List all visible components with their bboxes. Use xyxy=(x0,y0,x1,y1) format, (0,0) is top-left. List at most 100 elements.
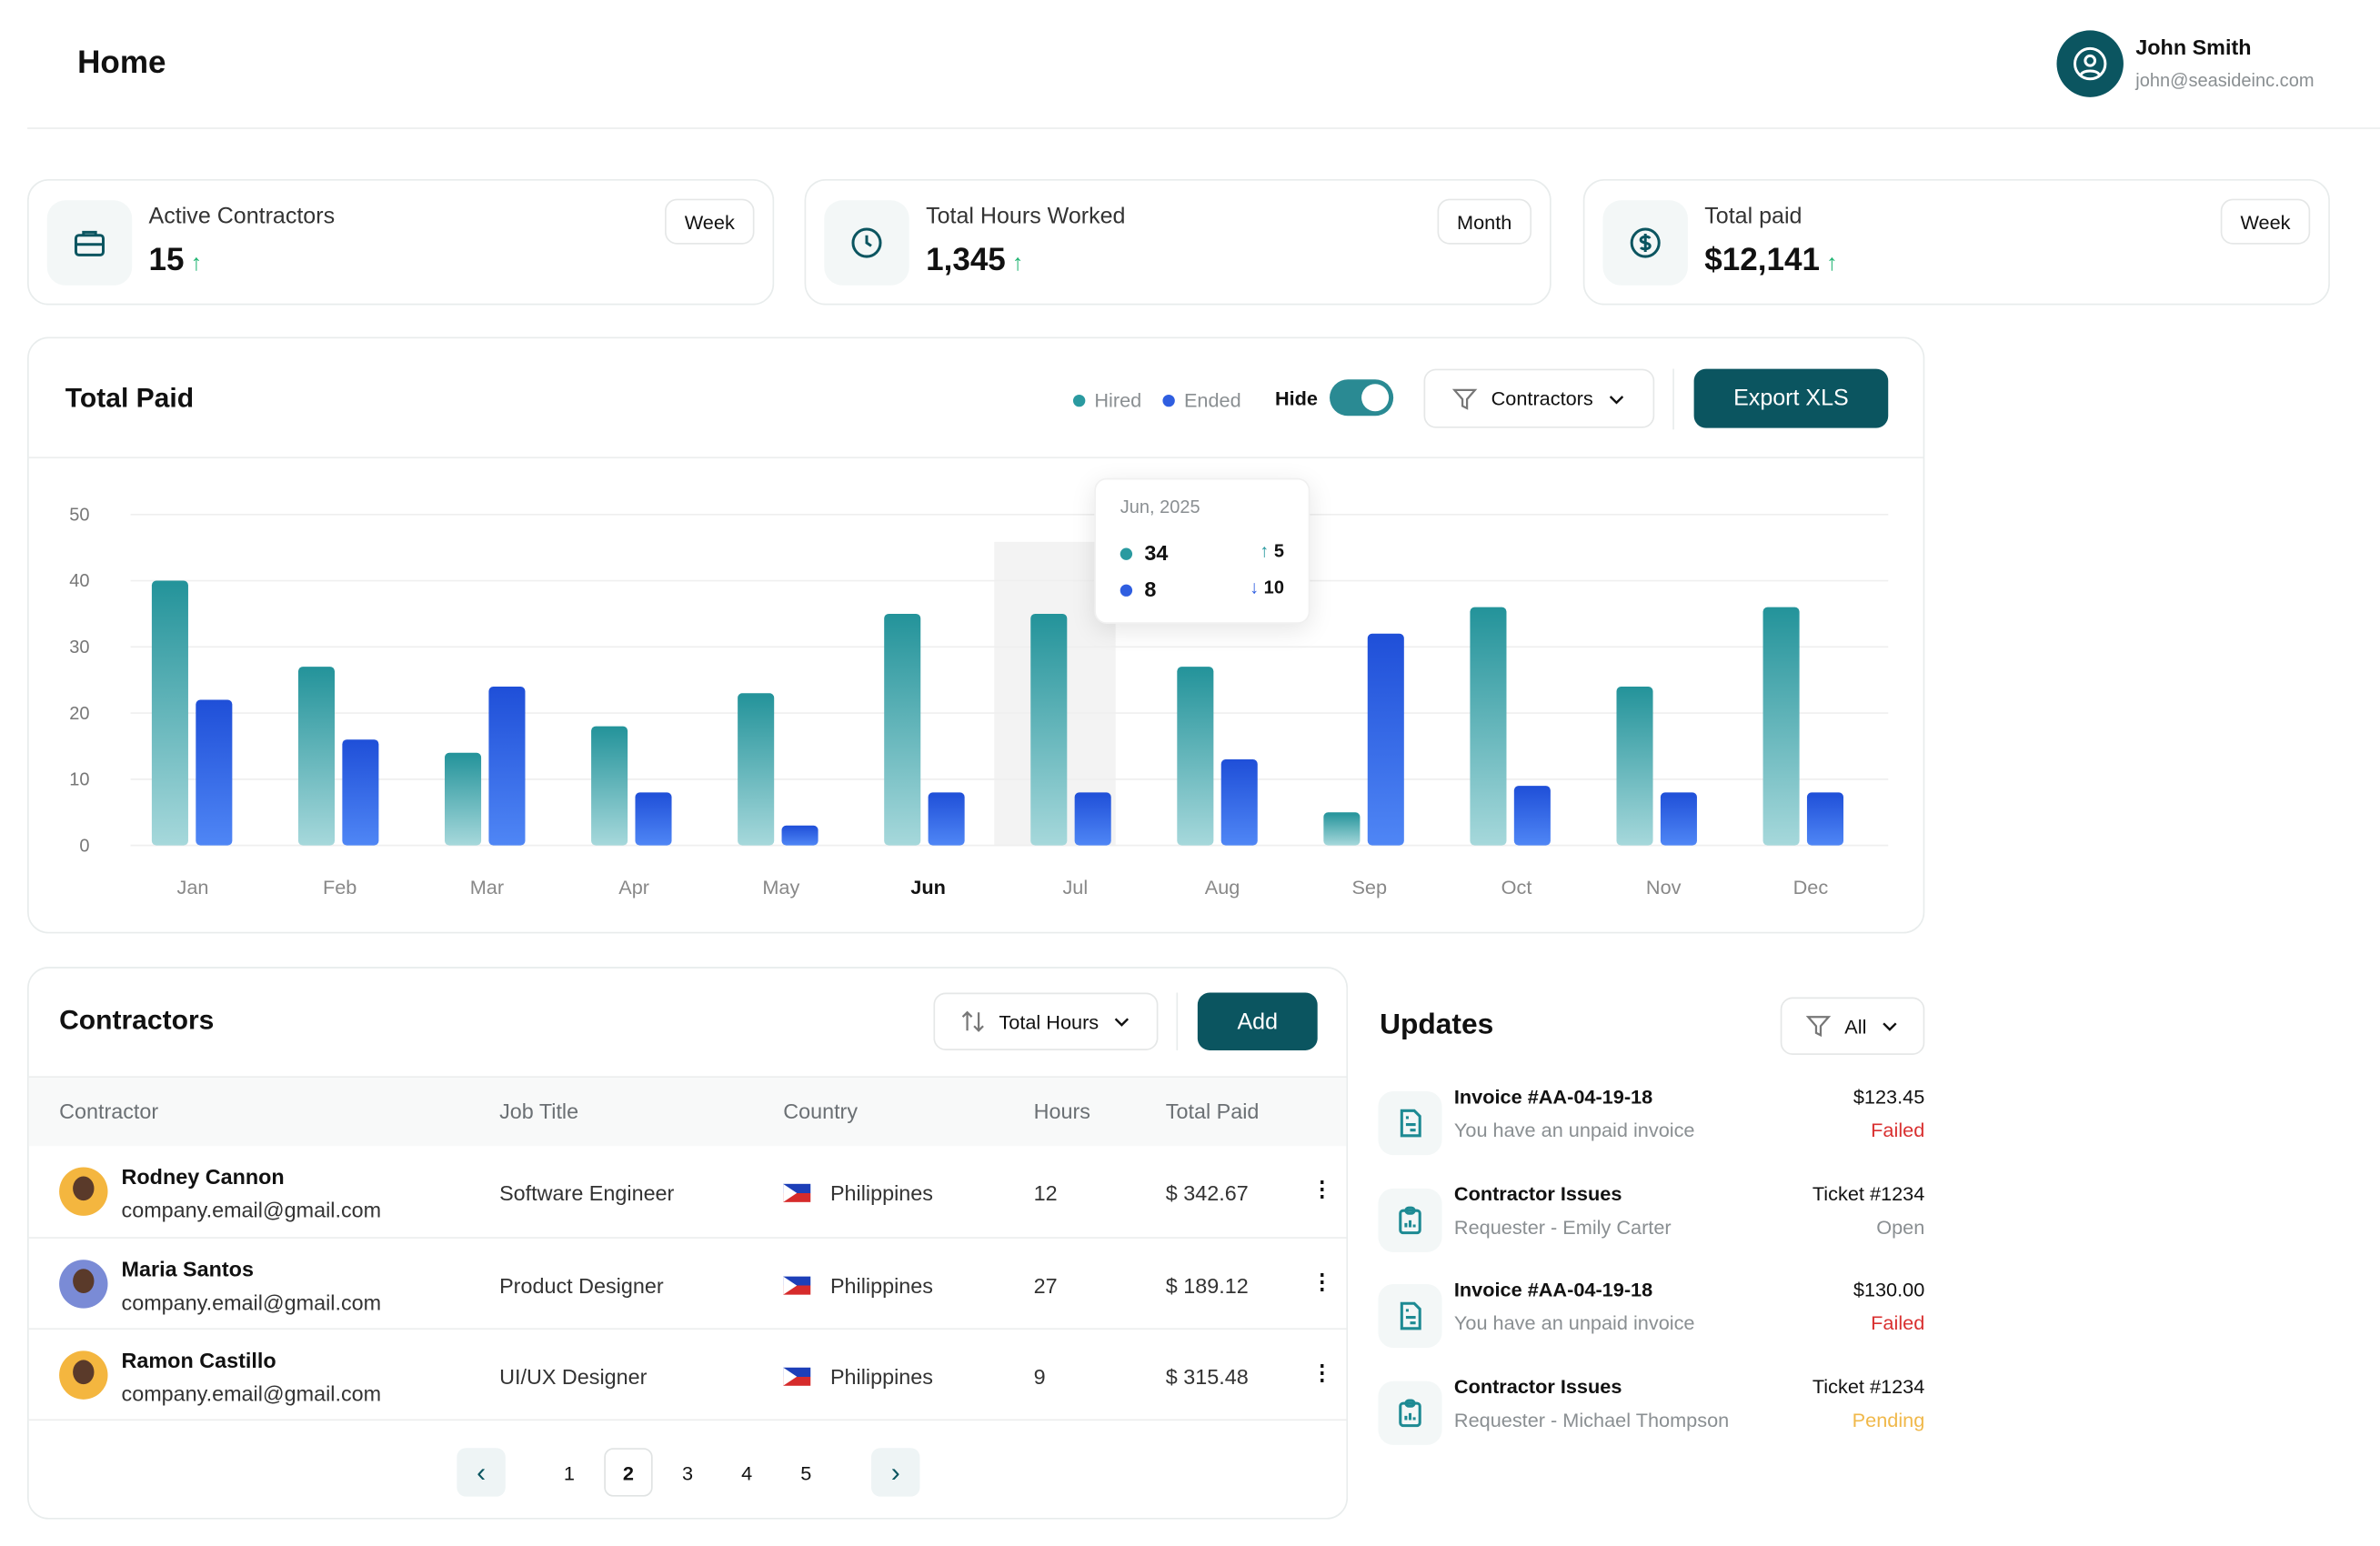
bar-ended[interactable] xyxy=(1220,759,1258,846)
update-icon-box xyxy=(1378,1380,1442,1445)
bar-ended[interactable] xyxy=(928,792,965,846)
stat-period-button[interactable]: Month xyxy=(1437,198,1532,245)
update-icon-box xyxy=(1378,1283,1442,1349)
tooltip-ended-change: 10 xyxy=(1263,577,1284,598)
chevron-down-icon xyxy=(1882,1022,1897,1031)
avatar xyxy=(59,1167,108,1216)
contractor-name: Maria Santos xyxy=(121,1256,254,1281)
stat-period-button[interactable]: Week xyxy=(2220,198,2311,245)
sort-button[interactable]: Total Hours xyxy=(933,992,1159,1050)
page-button[interactable]: 4 xyxy=(741,1461,753,1484)
bar-hired[interactable] xyxy=(1470,607,1507,846)
avatar xyxy=(59,1260,108,1309)
table-header: Contractor Job Title Country Hours Total… xyxy=(28,1076,1347,1147)
update-subtitle: Requester - Michael Thompson xyxy=(1453,1407,1730,1431)
stat-card: Total paid $12,141 ↑ Week xyxy=(1582,178,2330,306)
table-row[interactable]: Rodney Cannon company.email@gmail.com So… xyxy=(29,1146,1347,1237)
bar-hired[interactable] xyxy=(297,667,336,846)
total-paid: $ 189.12 xyxy=(1165,1273,1249,1298)
contractors-filter-button[interactable]: Contractors xyxy=(1423,368,1655,428)
contractor-email: company.email@gmail.com xyxy=(121,1290,382,1315)
y-tick-label: 0 xyxy=(79,836,89,856)
bar-hired[interactable] xyxy=(151,580,188,846)
x-tick-label: Apr xyxy=(618,876,649,898)
bar-ended[interactable] xyxy=(1513,786,1551,846)
update-item[interactable]: Invoice #AA-04-19-18 You have an unpaid … xyxy=(1378,1278,1924,1353)
update-item[interactable]: Contractor Issues Requester - Michael Th… xyxy=(1378,1374,1924,1450)
chart-title: Total Paid xyxy=(65,382,195,413)
page-button[interactable]: 5 xyxy=(800,1461,812,1484)
bar-ended[interactable] xyxy=(1074,792,1111,846)
bar-ended[interactable] xyxy=(1660,792,1697,846)
user-email: john@seasideinc.com xyxy=(2135,69,2315,92)
bar-hired[interactable] xyxy=(884,613,921,846)
legend-ended-dot xyxy=(1162,394,1175,407)
tooltip-hired-change: 5 xyxy=(1273,540,1284,562)
table-row[interactable]: Maria Santos company.email@gmail.com Pro… xyxy=(28,1237,1347,1328)
bar-ended[interactable] xyxy=(342,739,379,846)
update-status: Pending xyxy=(1852,1407,1925,1431)
stat-icon-box xyxy=(1602,200,1688,286)
update-subtitle: You have an unpaid invoice xyxy=(1453,1311,1695,1335)
chart-divider xyxy=(28,457,1923,459)
bar-ended[interactable] xyxy=(1806,792,1844,846)
more-options-icon[interactable]: ⋮ xyxy=(1311,1176,1333,1201)
page-button[interactable]: 2 xyxy=(604,1448,653,1497)
update-item[interactable]: Invoice #AA-04-19-18 You have an unpaid … xyxy=(1378,1085,1924,1160)
update-title: Invoice #AA-04-19-18 xyxy=(1453,1085,1653,1109)
dollar-icon xyxy=(1630,227,1661,258)
bar-ended[interactable] xyxy=(488,686,526,846)
update-value: $123.45 xyxy=(1853,1085,1925,1109)
bar-hired[interactable] xyxy=(1177,667,1214,846)
update-title: Invoice #AA-04-19-18 xyxy=(1453,1278,1653,1301)
tooltip-date: Jun, 2025 xyxy=(1120,496,1200,518)
country: Philippines xyxy=(829,1180,933,1206)
invoice-icon xyxy=(1400,1301,1421,1330)
total-paid: $ 315.48 xyxy=(1165,1364,1249,1390)
table-row[interactable]: Ramon Castillo company.email@gmail.com U… xyxy=(28,1328,1347,1419)
more-options-icon[interactable]: ⋮ xyxy=(1311,1269,1333,1293)
bar-ended[interactable] xyxy=(781,825,818,846)
bar-ended[interactable] xyxy=(635,792,672,846)
export-xls-button[interactable]: Export XLS xyxy=(1693,368,1889,428)
bar-hired[interactable] xyxy=(1762,607,1800,846)
contractors-card: Contractors Total Hours Add Contractor J… xyxy=(27,967,1349,1520)
clock-icon xyxy=(851,227,882,258)
more-options-icon[interactable]: ⋮ xyxy=(1311,1360,1333,1385)
bar-hired[interactable] xyxy=(1030,613,1068,846)
sort-icon xyxy=(961,1010,985,1032)
update-item[interactable]: Contractor Issues Requester - Emily Cart… xyxy=(1378,1181,1924,1257)
chevron-down-icon xyxy=(1114,1018,1129,1027)
bar-hired[interactable] xyxy=(591,726,628,846)
x-tick-label: Sep xyxy=(1351,876,1387,898)
clipboard-chart-icon xyxy=(1399,1205,1421,1234)
bar-hired[interactable] xyxy=(738,693,775,846)
page-button[interactable]: 3 xyxy=(682,1461,694,1484)
bar-ended[interactable] xyxy=(196,699,233,846)
stat-period-button[interactable]: Week xyxy=(665,198,755,245)
x-tick-label: Jun xyxy=(910,876,946,898)
next-page-button[interactable]: › xyxy=(871,1448,920,1497)
update-value: Ticket #1234 xyxy=(1812,1181,1925,1205)
update-icon-box xyxy=(1378,1187,1442,1252)
contractor-email: company.email@gmail.com xyxy=(121,1380,382,1406)
update-status: Failed xyxy=(1871,1311,1925,1335)
bar-ended[interactable] xyxy=(1367,633,1404,846)
hours: 12 xyxy=(1033,1180,1058,1206)
bar-hired[interactable] xyxy=(445,752,482,846)
bar-hired[interactable] xyxy=(1323,812,1361,846)
prev-page-button[interactable]: ‹ xyxy=(457,1448,506,1497)
stat-card: Total Hours Worked 1,345 ↑ Month xyxy=(804,178,1552,306)
updates-filter-button[interactable]: All xyxy=(1780,997,1925,1055)
total-paid-card: Total Paid Hired Ended Hide Contractors … xyxy=(27,336,1925,934)
toolbar-divider xyxy=(1176,992,1179,1050)
country: Philippines xyxy=(829,1273,933,1298)
legend-ended: Ended xyxy=(1183,388,1241,412)
philippines-flag-icon xyxy=(783,1367,811,1386)
contractors-title: Contractors xyxy=(59,1004,215,1036)
avatar[interactable] xyxy=(2056,30,2124,97)
bar-hired[interactable] xyxy=(1616,686,1653,846)
page-button[interactable]: 1 xyxy=(563,1461,575,1484)
add-button[interactable]: Add xyxy=(1197,992,1318,1050)
hide-toggle[interactable] xyxy=(1330,379,1394,417)
